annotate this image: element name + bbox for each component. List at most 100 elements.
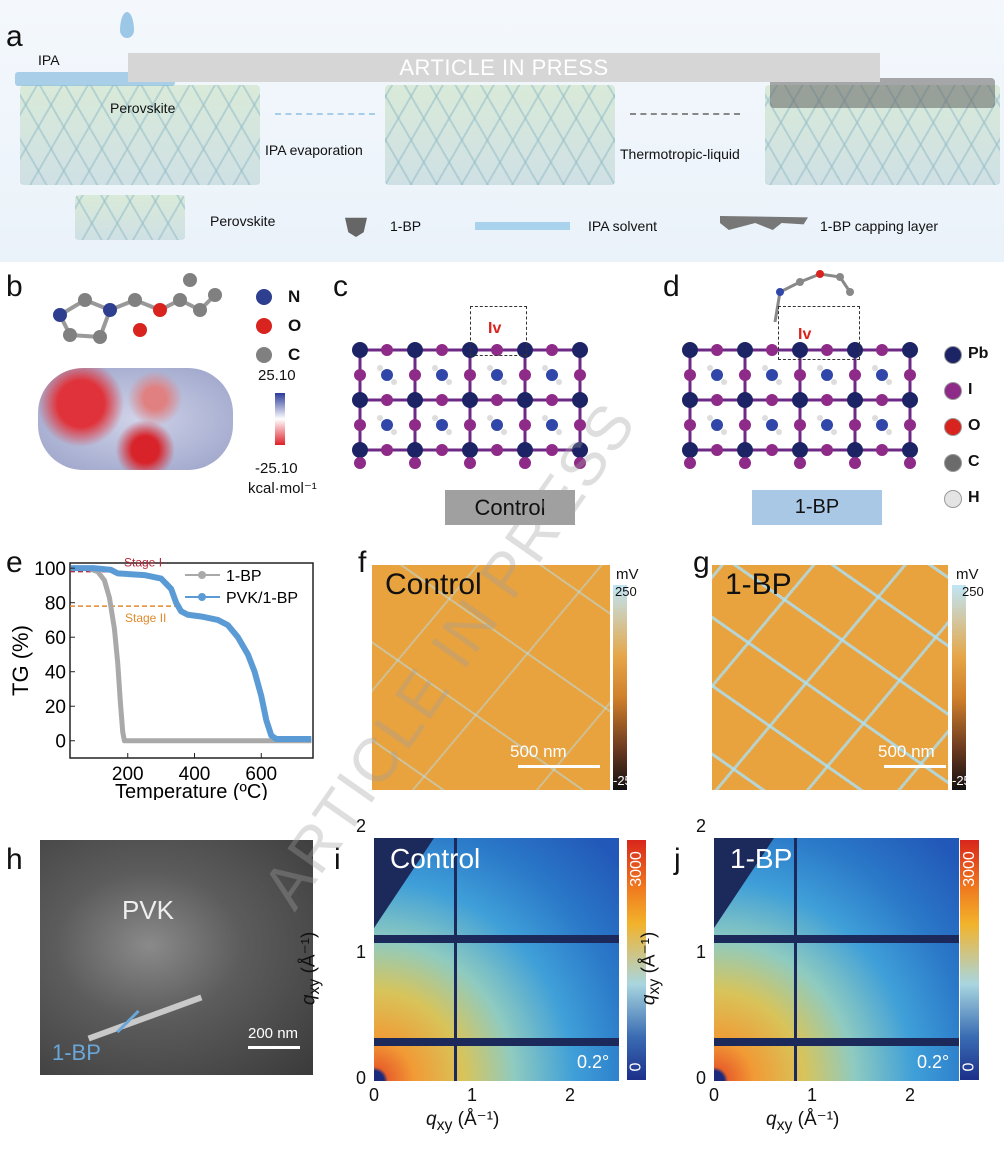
i-atom [574, 419, 586, 431]
x-tick-label: 1 [807, 1085, 818, 1105]
i-atom [409, 457, 421, 469]
i-atom [464, 419, 476, 431]
y-axis-subscript: xy [306, 978, 324, 995]
pb-atom [462, 442, 478, 458]
y-axis-label: qxy (Å⁻¹) [637, 932, 664, 1005]
molecule-model [53, 273, 222, 344]
i-atom [354, 419, 366, 431]
i-atom [574, 457, 586, 469]
legend-ipa-solvent: IPA solvent [588, 218, 658, 234]
i-atom [876, 344, 888, 356]
iodine-vacancy-label: Iv [798, 326, 812, 343]
i-atom [794, 419, 806, 431]
methylammonium-cation [487, 415, 507, 435]
y-axis-unit: (Å⁻¹) [298, 931, 320, 979]
panel-label-b: b [6, 270, 23, 303]
colorbar-kpfm [952, 585, 966, 790]
methylammonium-cation [762, 415, 782, 435]
scale-bar [518, 765, 600, 768]
i-atom [739, 419, 751, 431]
i-atom [354, 457, 366, 469]
pb-atom [682, 442, 698, 458]
caption-control: Control [445, 490, 575, 525]
methylammonium-cation [487, 365, 507, 385]
esp-min-label: -25.10 [255, 460, 298, 477]
pb-atom [572, 442, 588, 458]
x-axis-unit: (Å⁻¹) [452, 1109, 500, 1130]
atom-o-icon [944, 418, 962, 436]
i-atom [381, 444, 393, 456]
legend-capping-icon [720, 216, 808, 230]
atom-o-label: O [288, 316, 302, 335]
y-tick-label: 20 [45, 697, 66, 718]
i-atom [711, 394, 723, 406]
methylammonium-cation [432, 415, 452, 435]
y-tick-label: 0 [696, 1068, 707, 1088]
atom-c-icon [944, 454, 962, 472]
panel-label-d: d [663, 270, 680, 303]
legend-1bp-icon [345, 217, 367, 237]
pb-atom [517, 392, 533, 408]
tg-chart: Stage I Stage II 1-BP PVK/1-BP 200 400 600 0 20 4… [8, 556, 314, 800]
kpfm-title-control: Control [385, 568, 482, 601]
panel-label-c: c [333, 270, 348, 303]
i-atom [821, 394, 833, 406]
stage-label: Stage II [125, 611, 166, 625]
pb-atom [847, 442, 863, 458]
methylammonium-cation [762, 365, 782, 385]
i-atom [849, 369, 861, 381]
tem-image [40, 840, 313, 1075]
atom-i-icon [944, 382, 962, 400]
kpfm-map-1bp [712, 565, 948, 790]
panel-label-a: a [6, 20, 23, 53]
lattice-control [352, 342, 588, 469]
legend-marker [198, 593, 206, 601]
colorbar-max: 250 [615, 584, 637, 599]
i-atom [354, 369, 366, 381]
esp-colorbar [275, 393, 285, 445]
colorbar-kpfm [613, 585, 627, 790]
caption-1bp: 1-BP [752, 490, 882, 525]
detector-gap [454, 838, 457, 1081]
methylammonium-cation [707, 365, 727, 385]
i-atom [684, 457, 696, 469]
i-atom [409, 419, 421, 431]
legend-marker [198, 571, 206, 579]
i-atom [904, 369, 916, 381]
detector-gap [374, 935, 619, 943]
legend-perovskite: Perovskite [210, 213, 276, 229]
vacancy-box [778, 306, 860, 360]
atom-o-label: O [968, 417, 981, 434]
label-ipa: IPA [38, 52, 60, 68]
i-atom [519, 457, 531, 469]
y-axis-label: TG (%) [8, 625, 33, 696]
y-tick-label: 2 [356, 816, 367, 836]
methylammonium-cation [377, 415, 397, 435]
x-tick-label: 2 [565, 1085, 576, 1105]
x-axis-symbol: q [766, 1109, 777, 1130]
i-atom [794, 457, 806, 469]
i-atom [436, 394, 448, 406]
i-atom [711, 444, 723, 456]
kpfm-title-1bp: 1-BP [725, 568, 792, 601]
methylammonium-cation [542, 365, 562, 385]
label-thermotropic-liquid: Thermotropic-liquid [620, 146, 740, 162]
pb-atom [517, 342, 533, 358]
i-atom [821, 344, 833, 356]
pb-atom [572, 342, 588, 358]
pb-atom [737, 392, 753, 408]
y-tick-label: 0 [356, 1068, 367, 1088]
i-atom [904, 457, 916, 469]
y-axis-symbol: q [298, 994, 320, 1006]
x-tick-label: 600 [245, 764, 277, 785]
pb-atom [407, 392, 423, 408]
atom-n-icon [256, 289, 272, 305]
i-atom [491, 394, 503, 406]
panel-label-h: h [6, 843, 23, 876]
colorbar-min: -250 [952, 773, 979, 788]
pb-atom [462, 392, 478, 408]
pb-atom [902, 442, 918, 458]
colorbar-unit: mV [616, 566, 639, 583]
y-tick-label: 1 [696, 942, 707, 962]
legend-label: 1-BP [226, 568, 262, 585]
